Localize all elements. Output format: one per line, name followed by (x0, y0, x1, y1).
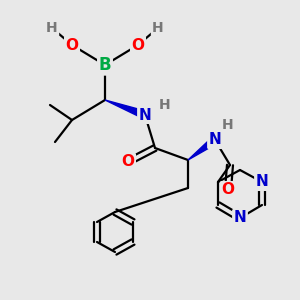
Text: N: N (256, 175, 268, 190)
Text: N: N (208, 133, 221, 148)
Text: H: H (152, 21, 164, 35)
Text: H: H (159, 98, 171, 112)
Text: B: B (99, 56, 111, 74)
Text: O: O (65, 38, 79, 52)
Polygon shape (105, 100, 146, 119)
Text: N: N (234, 211, 246, 226)
Polygon shape (188, 137, 218, 160)
Text: O: O (221, 182, 235, 197)
Text: O: O (131, 38, 145, 52)
Text: H: H (46, 21, 58, 35)
Text: N: N (139, 107, 152, 122)
Text: H: H (222, 118, 234, 132)
Text: O: O (122, 154, 134, 169)
